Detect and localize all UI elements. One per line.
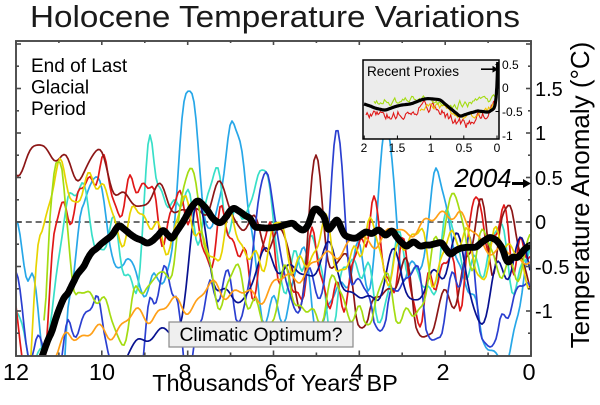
svg-text:-1: -1: [535, 301, 553, 323]
svg-text:1.5: 1.5: [389, 141, 406, 155]
svg-text:0.5: 0.5: [535, 168, 563, 190]
svg-text:0: 0: [522, 359, 535, 385]
svg-text:12: 12: [3, 359, 29, 385]
svg-text:Recent Proxies: Recent Proxies: [367, 63, 459, 79]
svg-text:6: 6: [264, 359, 277, 385]
svg-text:Climatic Optimum?: Climatic Optimum?: [180, 324, 343, 346]
svg-text:-0.5: -0.5: [535, 257, 569, 279]
svg-text:0: 0: [502, 81, 509, 95]
svg-text:Thousands of Years BP: Thousands of Years BP: [152, 370, 398, 396]
svg-text:Temperature Anomaly (°C): Temperature Anomaly (°C): [565, 42, 595, 349]
svg-text:0.5: 0.5: [502, 58, 519, 72]
svg-text:Holocene Temperature Variation: Holocene Temperature Variations: [30, 0, 520, 34]
svg-text:8: 8: [178, 359, 191, 385]
svg-text:Glacial: Glacial: [31, 78, 89, 99]
svg-text:1.5: 1.5: [535, 79, 563, 101]
svg-text:0.5: 0.5: [456, 141, 473, 155]
svg-text:-1: -1: [502, 129, 513, 143]
svg-text:0: 0: [494, 141, 501, 155]
svg-text:1: 1: [428, 141, 435, 155]
svg-text:1: 1: [535, 123, 546, 145]
svg-text:-0.5: -0.5: [502, 105, 523, 119]
svg-text:2004: 2004: [454, 163, 512, 193]
svg-text:10: 10: [89, 359, 115, 385]
svg-text:0: 0: [535, 212, 546, 234]
svg-text:4: 4: [350, 359, 363, 385]
svg-text:2: 2: [436, 359, 449, 385]
svg-text:Period: Period: [31, 99, 86, 120]
svg-text:2: 2: [361, 141, 368, 155]
svg-text:End of Last: End of Last: [31, 56, 128, 77]
